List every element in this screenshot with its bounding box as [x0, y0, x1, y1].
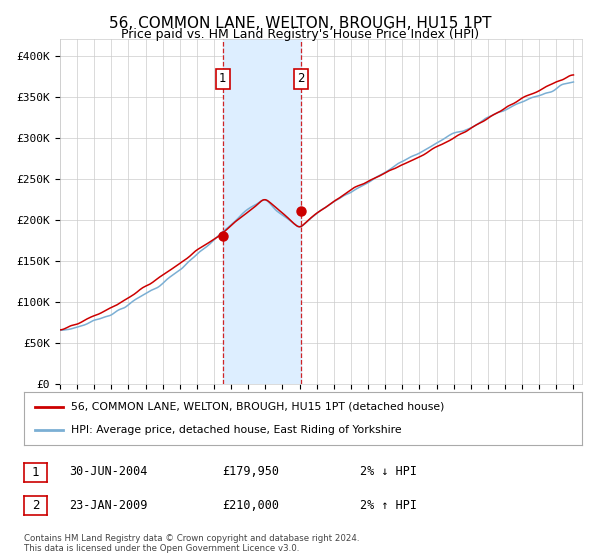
Text: Price paid vs. HM Land Registry's House Price Index (HPI): Price paid vs. HM Land Registry's House …: [121, 28, 479, 41]
Bar: [223, 39, 301, 384]
Text: 30-JUN-2004: 30-JUN-2004: [69, 465, 148, 478]
Text: 2% ↓ HPI: 2% ↓ HPI: [360, 465, 417, 478]
Text: Contains HM Land Registry data © Crown copyright and database right 2024.
This d: Contains HM Land Registry data © Crown c…: [24, 534, 359, 553]
Text: 23-JAN-2009: 23-JAN-2009: [69, 498, 148, 512]
Text: 56, COMMON LANE, WELTON, BROUGH, HU15 1PT (detached house): 56, COMMON LANE, WELTON, BROUGH, HU15 1P…: [71, 402, 445, 412]
Text: 56, COMMON LANE, WELTON, BROUGH, HU15 1PT: 56, COMMON LANE, WELTON, BROUGH, HU15 1P…: [109, 16, 491, 31]
Text: £179,950: £179,950: [222, 465, 279, 478]
Text: HPI: Average price, detached house, East Riding of Yorkshire: HPI: Average price, detached house, East…: [71, 425, 402, 435]
Text: 2: 2: [297, 72, 305, 85]
Text: 2: 2: [32, 499, 39, 512]
Text: £210,000: £210,000: [222, 498, 279, 512]
Text: 2% ↑ HPI: 2% ↑ HPI: [360, 498, 417, 512]
Text: 1: 1: [219, 72, 226, 85]
Text: 1: 1: [32, 465, 39, 479]
